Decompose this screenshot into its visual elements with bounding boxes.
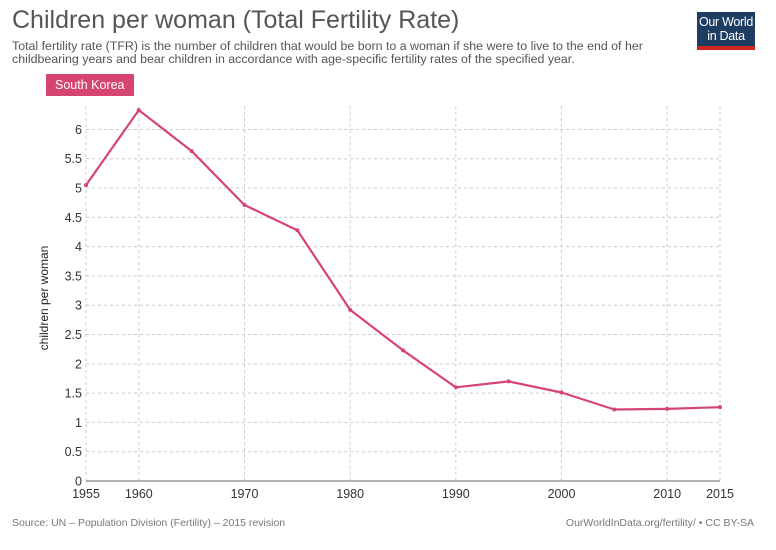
footer-source: Source: UN – Population Division (Fertil… (12, 517, 286, 529)
y-tick-label: 5 (75, 182, 82, 196)
series-line-south-korea (85, 108, 721, 411)
owid-logo[interactable]: Our World in Data (697, 12, 755, 50)
y-tick-label: 6 (75, 123, 82, 137)
data-point[interactable] (189, 149, 194, 154)
data-point[interactable] (506, 379, 511, 384)
data-point[interactable] (401, 348, 405, 353)
chart-subtitle: Total fertility rate (TFR) is the number… (12, 39, 643, 66)
logo-line-2: in Data (707, 29, 745, 43)
y-tick-label: 2.5 (65, 328, 82, 342)
x-gridlines (85, 106, 721, 481)
y-tick-label: 1.5 (65, 387, 82, 401)
data-point[interactable] (453, 385, 458, 390)
x-tick-label: 1960 (125, 487, 153, 501)
x-tick-labels: 1955 1960 1970 1980 1990 2000 2010 2015 (72, 487, 734, 501)
y-tick-label: 4.5 (65, 211, 82, 225)
y-tick-label: 0.5 (65, 445, 82, 459)
data-point[interactable] (136, 108, 141, 113)
x-tick-label: 2000 (548, 487, 576, 501)
x-tick-label: 2010 (653, 487, 681, 501)
chart-title: Children per woman (Total Fertility Rate… (12, 6, 460, 34)
x-tick-label: 2015 (706, 487, 734, 501)
x-tick-label: 1980 (336, 487, 364, 501)
x-tick-label: 1970 (231, 487, 259, 501)
data-point[interactable] (718, 405, 722, 410)
y-tick-label: 3 (75, 299, 82, 313)
data-point[interactable] (295, 228, 300, 233)
footer-link[interactable]: OurWorldInData.org/fertility/ • CC BY-SA (565, 517, 754, 529)
y-tick-label: 2 (75, 357, 82, 371)
logo-line-1: Our World (698, 15, 754, 29)
data-point[interactable] (348, 307, 353, 312)
x-tick-label: 1990 (442, 487, 470, 501)
data-point[interactable] (665, 406, 670, 411)
series-layer (84, 108, 722, 412)
y-tick-label: 5.5 (65, 152, 82, 166)
data-point[interactable] (242, 203, 247, 208)
x-tick-label: 1955 (72, 487, 100, 501)
y-tick-label: 3.5 (65, 269, 82, 283)
data-point[interactable] (559, 390, 564, 395)
data-point[interactable] (84, 183, 88, 188)
data-point[interactable] (612, 407, 617, 412)
y-tick-label: 4 (75, 240, 82, 254)
y-axis-label: children per woman (37, 246, 51, 351)
legend-entry-south-korea[interactable]: South Korea (46, 74, 134, 96)
y-gridlines (86, 128, 720, 453)
y-tick-label: 1 (75, 416, 82, 430)
y-tick-label: 0 (75, 475, 82, 489)
y-tick-labels: 0 0.5 1 1.5 2 2.5 3 3.5 4 4.5 5 5.5 6 (65, 123, 82, 489)
